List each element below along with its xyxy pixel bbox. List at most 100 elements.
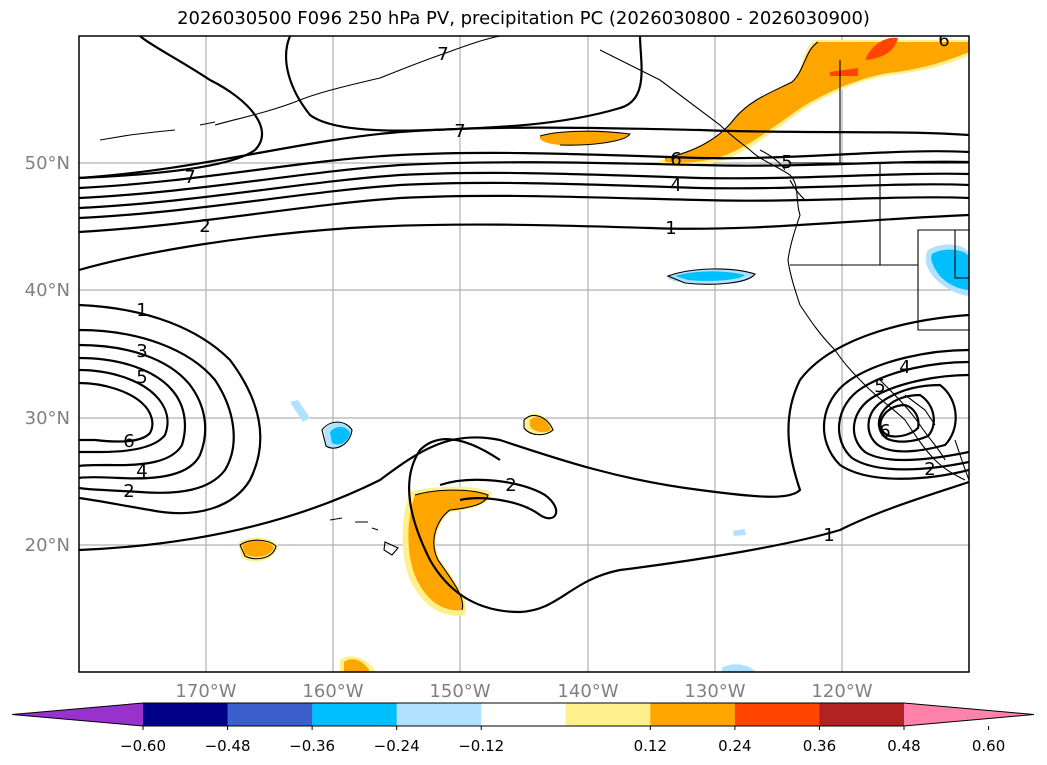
lon-label: 170°W bbox=[175, 681, 236, 702]
colorbar-swatch bbox=[312, 703, 398, 726]
state-border-1 bbox=[790, 264, 969, 331]
hawaii-islands bbox=[329, 517, 399, 556]
precip-outline-small1 bbox=[523, 415, 554, 436]
contour-label: 1 bbox=[665, 218, 676, 239]
contour-label: 5 bbox=[781, 152, 792, 173]
colorbar-tick-label: 0.36 bbox=[803, 737, 836, 755]
precip-neg-east-core bbox=[931, 249, 969, 290]
contour-label: 4 bbox=[670, 175, 681, 196]
colorbar-extend-min bbox=[12, 703, 143, 726]
colorbar-extend-max bbox=[904, 703, 1034, 726]
alaska-islands bbox=[99, 121, 216, 141]
colorbar-swatch bbox=[734, 703, 820, 726]
colorbar: −0.60 −0.48 −0.36 −0.24 −0.12 0.12 0.24 0.36 0.4… bbox=[11, 702, 1035, 755]
pv-contours bbox=[79, 36, 969, 614]
contour-label: 2 bbox=[199, 216, 210, 237]
pv-contour-1-west bbox=[79, 303, 262, 515]
colorbar-swatch bbox=[143, 703, 229, 726]
pv-contour-2 bbox=[79, 194, 969, 234]
colorbar-tick-label: 0.12 bbox=[634, 737, 667, 755]
colorbar-tick-label: −0.48 bbox=[205, 737, 251, 755]
precip-orange-hawaii bbox=[408, 490, 488, 611]
precip-outline-nw bbox=[664, 41, 819, 159]
pv-contour-4 bbox=[79, 171, 969, 210]
colorbar-tick-label: −0.24 bbox=[374, 737, 420, 755]
colorbar-swatch bbox=[565, 703, 651, 726]
pv-contour-7-main bbox=[79, 126, 969, 180]
map-frame bbox=[78, 35, 970, 673]
contour-label: 4 bbox=[136, 461, 147, 482]
pv-contour-6-west bbox=[79, 381, 154, 443]
mexico-coast bbox=[954, 439, 969, 481]
contour-label: 5 bbox=[874, 376, 885, 397]
lon-label: 160°W bbox=[302, 681, 363, 702]
precip-neg-pacific-40N-core bbox=[675, 271, 745, 281]
pv-contour-east-6 bbox=[879, 403, 920, 438]
precip-red-northwest bbox=[830, 68, 858, 76]
pv-contour-5-west bbox=[79, 368, 169, 454]
chart-title: 2026030500 F096 250 hPa PV, precipitatio… bbox=[177, 8, 870, 29]
contour-label: 6 bbox=[123, 431, 134, 452]
pv-contour-east-1 bbox=[822, 348, 969, 480]
precip-neg-south bbox=[722, 664, 756, 672]
contour-label: 2 bbox=[505, 475, 516, 496]
contour-label: 1 bbox=[136, 300, 147, 321]
baja-peninsula bbox=[879, 379, 946, 461]
state-border-2 bbox=[917, 229, 969, 265]
precip-orange-south bbox=[344, 659, 370, 672]
precip-neg-small3 bbox=[733, 529, 746, 536]
contour-label: 2 bbox=[123, 481, 134, 502]
pv-contour-east-3 bbox=[852, 373, 969, 462]
contour-label: 6 bbox=[938, 30, 949, 51]
pv-contour-4-west bbox=[79, 356, 187, 468]
alaska-panhandle bbox=[599, 49, 751, 151]
coastlines bbox=[99, 36, 969, 611]
contour-label: 2 bbox=[924, 459, 935, 480]
west-coast bbox=[749, 149, 966, 481]
lat-label: 20°N bbox=[25, 535, 70, 556]
pv-contour-east-4 bbox=[867, 383, 957, 453]
contour-label: 4 bbox=[899, 357, 910, 378]
pv-contour-7-north-b bbox=[79, 36, 264, 180]
lon-labels: 170°W 160°W 150°W 140°W 130°W 120°W bbox=[175, 681, 872, 702]
precip-neg-small1-core bbox=[330, 426, 350, 445]
lon-label: 140°W bbox=[557, 681, 618, 702]
colorbar-tick-label: −0.36 bbox=[289, 737, 335, 755]
colorbar-tick-label: −0.12 bbox=[458, 737, 504, 755]
precip-orange-small2 bbox=[242, 541, 274, 557]
colorbar-tick-label: 0.24 bbox=[718, 737, 751, 755]
colorbar-swatch bbox=[227, 703, 313, 726]
pv-contour-5 bbox=[79, 160, 969, 200]
colorbar-tick-label: 0.60 bbox=[972, 737, 1005, 755]
lat-label: 40°N bbox=[25, 280, 70, 301]
precip-outline-40N bbox=[666, 268, 756, 285]
colorbar-swatch bbox=[481, 703, 567, 726]
colorbar-tick-label: 0.48 bbox=[887, 737, 920, 755]
precip-orange-small1 bbox=[530, 417, 551, 433]
contour-labels: 7 7 7 2 6 5 4 1 1 3 5 6 4 2 2 1 4 5 6 2 … bbox=[123, 30, 949, 546]
pv-contour-3-west bbox=[79, 343, 207, 480]
pv-contour-1-south-b bbox=[408, 438, 969, 614]
lon-label: 130°W bbox=[684, 681, 745, 702]
contour-label: 7 bbox=[437, 44, 448, 65]
contour-label: 5 bbox=[136, 367, 147, 388]
pv-contour-2-west bbox=[79, 328, 235, 494]
pv-contour-east-5 bbox=[877, 393, 935, 443]
colorbar-swatch bbox=[396, 703, 482, 726]
precip-orange-northwest-coast bbox=[665, 42, 969, 163]
precip-neg-small2 bbox=[290, 400, 310, 422]
precip-red-north bbox=[866, 37, 898, 60]
pv-contour-6 bbox=[79, 150, 969, 190]
contour-label: 6 bbox=[670, 149, 681, 170]
lat-labels: 50°N 40°N 30°N 20°N bbox=[25, 153, 70, 556]
precip-outline-small2 bbox=[239, 539, 277, 560]
contour-label: 7 bbox=[184, 167, 195, 188]
precip-outline-small-neg bbox=[321, 421, 353, 449]
contour-label: 7 bbox=[454, 121, 465, 142]
precip-outline-hawaii bbox=[414, 489, 489, 611]
contour-label: 1 bbox=[823, 525, 834, 546]
contour-label: 3 bbox=[136, 341, 147, 362]
colorbar-tick-label: −0.60 bbox=[120, 737, 166, 755]
lat-label: 30°N bbox=[25, 408, 70, 429]
